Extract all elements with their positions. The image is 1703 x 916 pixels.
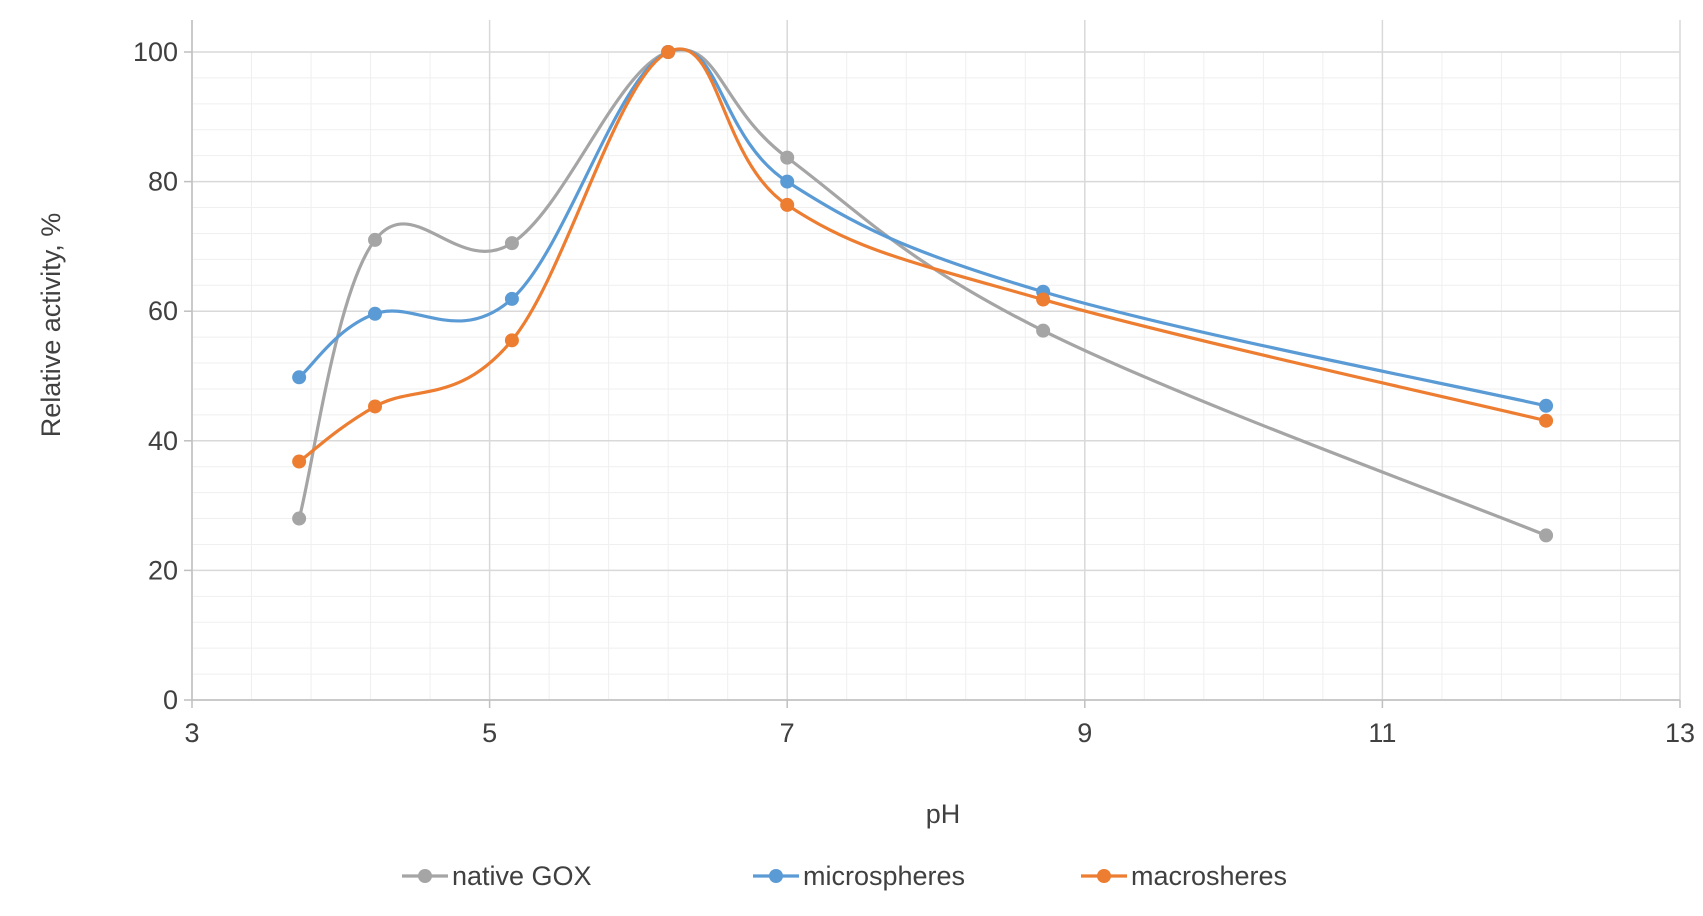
x-tick-label: 9 <box>1077 718 1092 748</box>
legend-marker-macrosheres <box>1097 869 1111 883</box>
x-tick-label: 3 <box>184 718 199 748</box>
data-point-macrosheres <box>1036 292 1051 307</box>
series-line-microspheres <box>298 47 1547 408</box>
data-point-microspheres <box>504 291 519 306</box>
data-point-microspheres <box>292 370 307 385</box>
data-point-native-gox <box>504 236 519 251</box>
x-tick-label: 7 <box>780 718 795 748</box>
series-microspheres <box>292 45 1554 413</box>
data-point-native-gox <box>1539 528 1554 543</box>
series-macrosheres <box>292 45 1554 469</box>
data-point-macrosheres <box>368 399 383 414</box>
y-tick-label: 40 <box>148 426 178 456</box>
major-gridlines <box>191 20 1681 701</box>
data-point-native-gox <box>292 511 307 526</box>
y-tick-label: 80 <box>148 167 178 197</box>
legend-marker-microspheres <box>769 869 783 883</box>
y-tick-label: 100 <box>133 37 178 67</box>
legend-item-macrosheres: macrosheres <box>1081 861 1287 891</box>
data-point-native-gox <box>780 150 795 165</box>
series-layer <box>292 45 1554 543</box>
data-point-macrosheres <box>292 454 307 469</box>
data-point-macrosheres <box>504 333 519 348</box>
data-point-macrosheres <box>780 197 795 212</box>
x-tick-label: 11 <box>1368 718 1396 748</box>
data-point-native-gox <box>1036 323 1051 338</box>
legend-item-microspheres: microspheres <box>753 861 965 891</box>
data-point-microspheres <box>1539 398 1554 413</box>
data-point-microspheres <box>368 306 383 321</box>
tick-labels: 3 5 7 9 11 13 0 20 40 60 80 100 <box>133 37 1695 748</box>
y-tick-label: 20 <box>148 555 178 585</box>
legend-label-native-gox: native GOX <box>452 861 592 891</box>
y-tick-label: 0 <box>163 685 178 715</box>
x-axis-label: pH <box>926 799 961 829</box>
minor-gridlines <box>191 51 1681 701</box>
data-point-native-gox <box>368 232 383 247</box>
legend: native GOX microspheres macrosheres <box>402 861 1287 891</box>
legend-label-microspheres: microspheres <box>803 861 965 891</box>
series-native-gox <box>292 45 1554 543</box>
legend-marker-native-gox <box>418 869 432 883</box>
x-tick-label: 13 <box>1665 718 1695 748</box>
data-point-microspheres <box>780 174 795 189</box>
x-tick-label: 5 <box>482 718 497 748</box>
data-point-macrosheres <box>661 45 676 59</box>
y-tick-label: 60 <box>148 296 178 326</box>
series-line-native-gox <box>297 48 1547 537</box>
y-axis-label: Relative activity, % <box>36 213 66 438</box>
legend-item-native-gox: native GOX <box>402 861 592 891</box>
series-line-macrosheres <box>298 47 1547 463</box>
legend-label-macrosheres: macrosheres <box>1131 861 1287 891</box>
data-point-macrosheres <box>1539 413 1554 428</box>
axes <box>184 20 1681 708</box>
